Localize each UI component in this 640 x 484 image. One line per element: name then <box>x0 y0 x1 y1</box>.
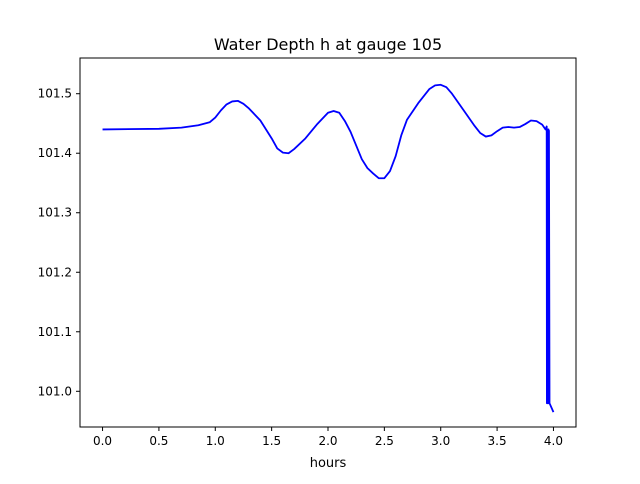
x-tick-label: 0.5 <box>149 434 168 448</box>
y-tick-label: 101.0 <box>38 384 72 398</box>
x-tick-label: 2.0 <box>318 434 337 448</box>
x-axis-label: hours <box>310 456 347 471</box>
chart-title: Water Depth h at gauge 105 <box>214 35 442 54</box>
x-tick-label: 4.0 <box>544 434 563 448</box>
x-tick-label: 0.0 <box>93 434 112 448</box>
y-tick-label: 101.5 <box>38 87 72 101</box>
x-tick-label: 3.5 <box>488 434 507 448</box>
y-tick-label: 101.3 <box>38 206 72 220</box>
x-axis-ticks: 0.0 0.5 1.0 1.5 2.0 2.5 3.0 3.5 4.0 <box>93 427 563 448</box>
series-line-0 <box>102 83 555 413</box>
y-axis-ticks: 101.0 101.1 101.2 101.3 101.4 101.5 <box>38 87 80 398</box>
x-tick-label: 2.5 <box>375 434 394 448</box>
x-tick-label: 3.0 <box>431 434 450 448</box>
y-tick-label: 101.2 <box>38 265 72 279</box>
x-tick-label: 1.0 <box>206 434 225 448</box>
x-tick-label: 1.5 <box>262 434 281 448</box>
y-tick-label: 101.4 <box>38 146 72 160</box>
y-tick-label: 101.1 <box>38 325 72 339</box>
